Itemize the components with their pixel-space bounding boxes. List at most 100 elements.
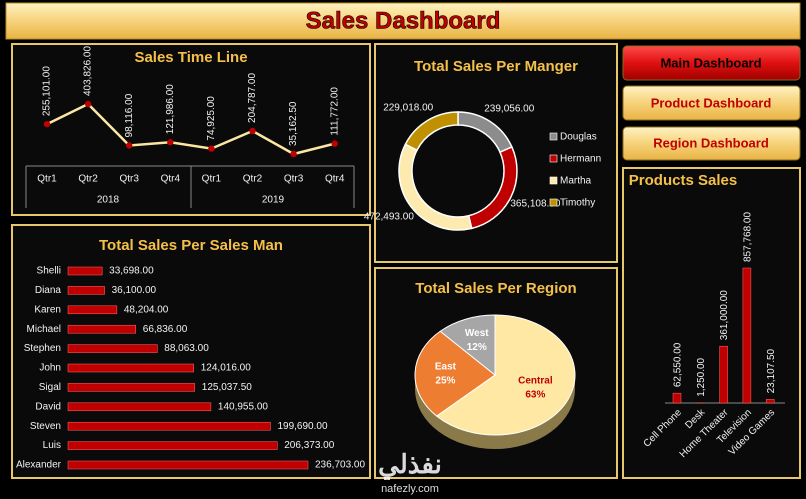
legend-swatch <box>549 132 558 141</box>
watermark-url: nafezly.com <box>381 483 439 495</box>
x-tick-label: Qtr4 <box>325 174 345 185</box>
bar <box>765 399 775 404</box>
line-series <box>46 102 336 156</box>
chart-title: Total Sales Per Sales Man <box>99 237 283 254</box>
x-tick-label: Qtr3 <box>119 174 139 185</box>
bar <box>67 266 103 276</box>
legend-swatch <box>549 198 558 207</box>
bar <box>67 324 137 334</box>
x-tick-label: Qtr1 <box>37 174 57 185</box>
line-marker <box>290 150 297 158</box>
data-label: 48,204.00 <box>124 304 169 315</box>
data-label: 365,108.50 <box>510 198 560 209</box>
x-tick-label: Qtr3 <box>284 174 304 185</box>
data-label: 98,116.00 <box>124 93 135 137</box>
dashboard-title: Sales Dashboard <box>306 7 501 34</box>
data-label: 199,690.00 <box>277 421 327 432</box>
products-panel <box>622 167 801 479</box>
data-label: 403,826.00 <box>83 46 94 96</box>
data-label: 12% <box>467 342 487 353</box>
chart-title: Sales Time Line <box>134 49 247 66</box>
donut-slice <box>404 111 459 152</box>
bar <box>67 460 309 470</box>
y-tick-label: Diana <box>35 285 62 296</box>
data-label: 236,703.00 <box>315 460 365 471</box>
data-label: 204,787.00 <box>247 73 258 123</box>
data-label: 255,101.00 <box>42 66 53 116</box>
data-label: 124,016.00 <box>201 363 251 374</box>
bar-group: Shelli 33,698.00 Diana 36,100.00 Karen 48,204… <box>16 266 366 471</box>
data-label: 140,955.00 <box>218 401 268 412</box>
line-marker <box>331 140 338 147</box>
data-label: 1,250.00 <box>696 357 707 396</box>
region-dashboard-button[interactable] <box>622 126 801 161</box>
line-marker <box>43 120 51 128</box>
legend-label: Martha <box>560 176 592 187</box>
y-tick-label: Shelli <box>37 266 61 277</box>
bar <box>67 383 196 392</box>
data-label: 35,162.50 <box>288 101 299 146</box>
line-marker <box>84 100 92 108</box>
category-label: East <box>435 361 457 372</box>
data-label: 206,373.00 <box>284 440 334 451</box>
pie-slice <box>414 330 496 417</box>
watermark-brand: نفذلي <box>378 449 442 480</box>
data-label: 63% <box>525 390 545 401</box>
chart-title: Products Sales <box>629 172 737 189</box>
category-label: Central <box>518 376 553 387</box>
legend-swatch <box>549 154 558 163</box>
data-label: 33,698.00 <box>109 266 154 277</box>
data-label: 74,925.00 <box>206 96 217 141</box>
title-bar <box>5 2 801 40</box>
data-label: 23,107.50 <box>766 348 777 393</box>
x-tick-label: Qtr2 <box>78 174 98 185</box>
x-tick-label: Qtr1 <box>202 174 222 185</box>
data-label: 36,100.00 <box>112 285 157 296</box>
group-label: 2018 <box>97 195 120 206</box>
legend-swatch <box>549 176 558 185</box>
bar <box>719 345 728 404</box>
legend-label: Timothy <box>560 198 595 209</box>
bar <box>67 441 278 450</box>
data-label: 857,768.00 <box>743 212 754 262</box>
chart-title: Total Sales Per Region <box>415 280 576 297</box>
x-tick-label: Qtr2 <box>243 174 263 185</box>
bar <box>67 421 271 431</box>
y-tick-label: Michael <box>27 324 61 335</box>
line-marker <box>167 139 174 146</box>
bar <box>67 363 194 373</box>
data-label: 25% <box>435 375 455 386</box>
y-tick-label: Sigal <box>39 382 61 393</box>
y-tick-label: Steven <box>30 421 61 432</box>
pie-slice <box>439 314 496 377</box>
category-label: West <box>465 328 489 339</box>
button-label[interactable]: Main Dashboard <box>660 55 761 70</box>
pie-slice <box>435 314 576 436</box>
line-marker <box>249 127 256 135</box>
y-tick-label: John <box>39 363 61 374</box>
data-label: 62,550.00 <box>673 342 684 387</box>
y-tick-label: Luis <box>43 440 61 451</box>
product-dashboard-button[interactable] <box>622 85 801 121</box>
line-marker <box>126 142 133 149</box>
y-tick-label: Alexander <box>16 460 62 471</box>
data-label: 88,063.00 <box>164 343 209 354</box>
button-label[interactable]: Region Dashboard <box>653 135 769 150</box>
data-label: 125,037.50 <box>202 382 252 393</box>
main-dashboard-button[interactable] <box>622 45 801 81</box>
y-tick-label: David <box>35 401 61 412</box>
group-label: 2019 <box>262 195 285 206</box>
data-label: 361,000.00 <box>719 290 730 340</box>
line-marker <box>208 145 215 152</box>
legend-label: Hermann <box>560 154 601 165</box>
bar <box>67 286 105 295</box>
legend-label: Douglas <box>560 132 597 143</box>
bar <box>742 267 752 404</box>
bar <box>67 305 118 315</box>
chart-title: Total Sales Per Manger <box>414 58 578 75</box>
data-label: 121,986.00 <box>165 84 176 134</box>
bar <box>67 344 158 353</box>
bar <box>672 392 682 404</box>
button-label[interactable]: Product Dashboard <box>651 95 772 110</box>
bar <box>67 402 212 412</box>
